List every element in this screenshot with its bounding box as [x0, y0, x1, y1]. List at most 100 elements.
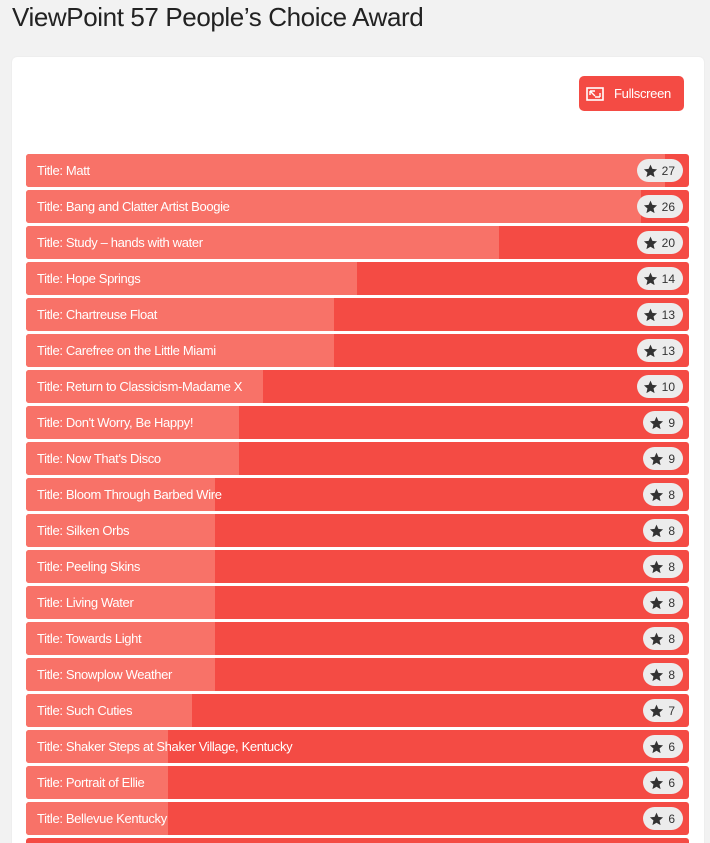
result-row[interactable]: Title: Such Cuties 7: [26, 694, 689, 727]
vote-count-badge[interactable]: 13: [636, 303, 683, 326]
results-list: Title: Matt 27 Title: Bang and Clatter Art…: [26, 154, 689, 843]
result-title: Title: Bloom Through Barbed Wire: [37, 487, 222, 502]
result-title: Title: Peeling Skins: [37, 559, 141, 574]
vote-bar-fill: [26, 190, 641, 223]
vote-bar-fill: [26, 226, 499, 259]
vote-count-badge[interactable]: 8: [643, 591, 683, 614]
result-title: Title: Bellevue Kentucky: [37, 811, 167, 826]
vote-count-badge[interactable]: 9: [643, 447, 683, 470]
result-row[interactable]: Title: Snowplow Weather 8: [26, 658, 689, 691]
result-title: Title: Carefree on the Little Miami: [37, 343, 216, 358]
vote-bar-fill: [26, 334, 334, 367]
result-title: Title: Now That's Disco: [37, 451, 161, 466]
vote-count: 9: [668, 451, 675, 466]
vote-count-badge[interactable]: 7: [643, 699, 683, 722]
vote-bar-fill: [26, 262, 357, 295]
vote-bar-fill: [26, 802, 168, 835]
result-title: Title: Hope Springs: [37, 271, 141, 286]
vote-bar-fill: [26, 442, 239, 475]
vote-bar-fill: [26, 766, 168, 799]
result-row[interactable]: Title: Bang and Clatter Artist Boogie 26: [26, 190, 689, 223]
star-icon: [649, 416, 664, 430]
star-icon: [643, 272, 658, 286]
vote-count-badge[interactable]: 8: [643, 627, 683, 650]
vote-count: 14: [661, 271, 675, 286]
star-icon: [643, 308, 658, 322]
vote-bar-fill: [26, 406, 239, 439]
star-icon: [643, 380, 658, 394]
vote-count-badge[interactable]: 8: [643, 663, 683, 686]
result-title: Title: Study – hands with water: [37, 235, 203, 250]
result-title: Title: Snowplow Weather: [37, 667, 173, 682]
vote-count: 8: [668, 631, 675, 646]
result-row[interactable]: [26, 838, 689, 843]
star-icon: [649, 740, 664, 754]
star-icon: [643, 236, 658, 250]
star-icon: [643, 344, 658, 358]
result-row[interactable]: Title: Matt 27: [26, 154, 689, 187]
star-icon: [643, 164, 658, 178]
result-row[interactable]: Title: Silken Orbs 8: [26, 514, 689, 547]
result-row[interactable]: Title: Return to Classicism-Madame X 10: [26, 370, 689, 403]
result-row[interactable]: Title: Chartreuse Float 13: [26, 298, 689, 331]
vote-count-badge[interactable]: 8: [643, 483, 683, 506]
result-row[interactable]: Title: Peeling Skins 8: [26, 550, 689, 583]
vote-count-badge[interactable]: 26: [636, 195, 683, 218]
result-title: Title: Living Water: [37, 595, 134, 610]
result-title: Title: Towards Light: [37, 631, 142, 646]
vote-count: 8: [668, 559, 675, 574]
result-row[interactable]: Title: Shaker Steps at Shaker Village, K…: [26, 730, 689, 763]
result-row[interactable]: Title: Now That's Disco 9: [26, 442, 689, 475]
vote-bar-fill: [26, 550, 215, 583]
star-icon: [649, 596, 664, 610]
vote-count-badge[interactable]: 6: [643, 735, 683, 758]
vote-bar-fill: [26, 586, 215, 619]
vote-count-badge[interactable]: 8: [643, 519, 683, 542]
result-row[interactable]: Title: Carefree on the Little Miami 13: [26, 334, 689, 367]
result-row[interactable]: Title: Study – hands with water 20: [26, 226, 689, 259]
vote-count-badge[interactable]: 10: [636, 375, 683, 398]
vote-count: 8: [668, 523, 675, 538]
result-row[interactable]: Title: Towards Light 8: [26, 622, 689, 655]
vote-bar-fill: [26, 514, 215, 547]
vote-count-badge[interactable]: 20: [636, 231, 683, 254]
vote-count-badge[interactable]: 6: [643, 771, 683, 794]
result-row[interactable]: Title: Hope Springs 14: [26, 262, 689, 295]
vote-count-badge[interactable]: 9: [643, 411, 683, 434]
star-icon: [649, 452, 664, 466]
vote-count: 8: [668, 667, 675, 682]
vote-count-badge[interactable]: 13: [636, 339, 683, 362]
vote-count-badge[interactable]: 14: [636, 267, 683, 290]
fullscreen-icon: [586, 86, 604, 101]
vote-bar-fill: [26, 298, 334, 331]
star-icon: [649, 704, 664, 718]
vote-bar-fill: [26, 370, 263, 403]
result-title: Title: Return to Classicism-Madame X: [37, 379, 243, 394]
result-row[interactable]: Title: Living Water 8: [26, 586, 689, 619]
result-title: Title: Shaker Steps at Shaker Village, K…: [37, 739, 293, 754]
star-icon: [649, 668, 664, 682]
result-row[interactable]: Title: Bloom Through Barbed Wire 8: [26, 478, 689, 511]
result-title: Title: Such Cuties: [37, 703, 133, 718]
vote-count-badge[interactable]: 6: [643, 807, 683, 830]
result-row[interactable]: Title: Portrait of Ellie 6: [26, 766, 689, 799]
fullscreen-label: Fullscreen: [614, 86, 671, 101]
fullscreen-button[interactable]: Fullscreen: [579, 76, 684, 111]
star-icon: [649, 560, 664, 574]
result-row[interactable]: Title: Bellevue Kentucky 6: [26, 802, 689, 835]
star-icon: [649, 812, 664, 826]
page-title: ViewPoint 57 People’s Choice Award: [12, 2, 424, 32]
result-title: Title: Silken Orbs: [37, 523, 130, 538]
vote-count-badge[interactable]: 8: [643, 555, 683, 578]
result-title: Title: Chartreuse Float: [37, 307, 158, 322]
result-title: Title: Don't Worry, Be Happy!: [37, 415, 194, 430]
vote-count-badge[interactable]: 27: [636, 159, 683, 182]
result-row[interactable]: Title: Don't Worry, Be Happy! 9: [26, 406, 689, 439]
vote-bar-fill: [26, 478, 215, 511]
star-icon: [649, 488, 664, 502]
vote-count: 26: [661, 199, 675, 214]
vote-count: 20: [661, 235, 675, 250]
vote-count: 8: [668, 595, 675, 610]
vote-count: 13: [661, 307, 675, 322]
star-icon: [649, 524, 664, 538]
